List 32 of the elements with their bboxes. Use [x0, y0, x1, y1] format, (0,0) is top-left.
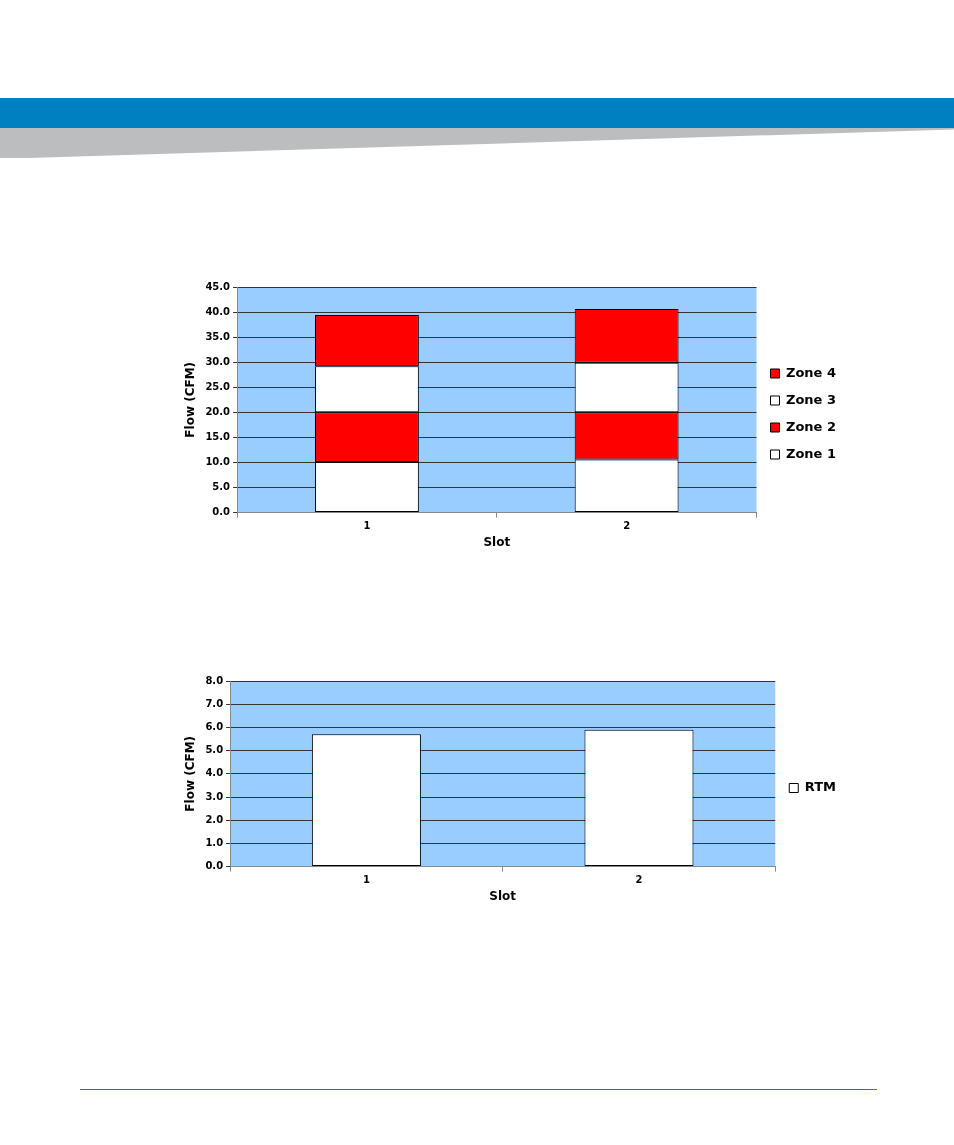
y-tick-label: 8.0 — [205, 674, 224, 686]
y-tick-label: 0.0 — [205, 860, 224, 872]
y-tick-label: 5.0 — [205, 744, 224, 756]
y-tick-label: 35.0 — [205, 330, 231, 342]
legend-label: Zone 3 — [786, 391, 837, 407]
y-tick-label: 20.0 — [205, 405, 231, 417]
x-axis-title: Slot — [489, 888, 517, 903]
y-tick-label: 40.0 — [205, 305, 231, 317]
legend-label: Zone 4 — [786, 364, 837, 380]
y-tick-label: 30.0 — [205, 355, 231, 367]
y-axis-title: Flow (CFM) — [183, 735, 198, 812]
y-tick-label: 15.0 — [205, 430, 231, 442]
y-tick-label: 7.0 — [205, 697, 224, 709]
x-tick-label: 2 — [623, 520, 631, 532]
legend-label: Zone 2 — [786, 418, 837, 434]
x-tick-label: 2 — [635, 874, 643, 886]
y-tick-label: 25.0 — [205, 380, 231, 392]
y-tick-label: 1.0 — [205, 836, 224, 848]
legend-label: RTM — [804, 779, 836, 795]
y-tick-label: 5.0 — [212, 481, 231, 493]
y-tick-label: 3.0 — [205, 790, 224, 802]
legend-label: Zone 1 — [786, 445, 837, 461]
y-tick-label: 10.0 — [205, 456, 231, 468]
y-tick-label: 0.0 — [212, 506, 231, 518]
x-tick-label: 1 — [363, 520, 371, 532]
y-tick-label: 2.0 — [205, 813, 224, 825]
y-tick-label: 4.0 — [205, 767, 224, 779]
y-tick-label: 45.0 — [205, 280, 231, 292]
x-axis-title: Slot — [483, 534, 511, 549]
x-tick-label: 1 — [362, 874, 370, 886]
y-tick-label: 6.0 — [205, 720, 224, 732]
y-axis-title: Flow (CFM) — [183, 361, 198, 438]
